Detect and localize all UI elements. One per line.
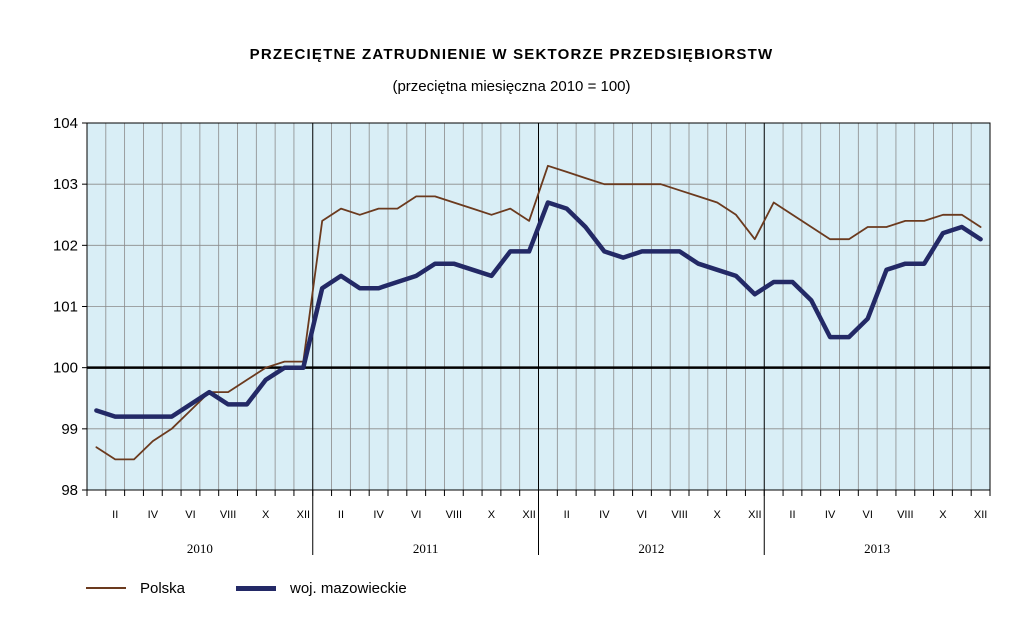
x-month-label: VIII	[446, 509, 463, 521]
series-line-mazowieckie	[94, 200, 983, 419]
x-month-label: XII	[522, 509, 535, 521]
y-tick-label: 98	[61, 482, 78, 499]
legend-swatch-polska	[86, 587, 126, 589]
x-month-label: VI	[863, 509, 873, 521]
y-tick-label: 101	[53, 299, 78, 316]
x-month-label: X	[488, 509, 496, 521]
x-month-label: X	[939, 509, 947, 521]
y-tick-label: 99	[61, 421, 78, 438]
x-month-label: XII	[297, 509, 310, 521]
chart-subtitle: (przeciętna miesięczna 2010 = 100)	[392, 78, 631, 95]
x-month-label: IV	[599, 509, 610, 521]
x-month-label: VIII	[671, 509, 688, 521]
x-month-label: IV	[825, 509, 836, 521]
legend-label-polska: Polska	[140, 579, 186, 597]
x-month-label: VIII	[220, 509, 237, 521]
x-month-label: IV	[148, 509, 159, 521]
y-tick-label: 103	[53, 176, 78, 193]
legend-item-polska: Polska	[86, 578, 185, 598]
legend-swatch-mazowieckie	[236, 585, 276, 591]
x-month-label: IV	[373, 509, 384, 521]
x-month-label: VI	[637, 509, 647, 521]
x-month-label: II	[789, 509, 795, 521]
x-month-label: X	[714, 509, 722, 521]
x-month-label: II	[112, 509, 118, 521]
y-tick-label: 102	[53, 237, 78, 254]
x-month-label: X	[262, 509, 270, 521]
x-year-label: 2012	[638, 541, 664, 556]
x-month-label: II	[338, 509, 344, 521]
y-tick-label: 104	[53, 115, 78, 132]
series-line-polska	[95, 164, 982, 461]
x-month-label: VI	[185, 509, 195, 521]
legend-label-mazowieckie: woj. mazowieckie	[290, 579, 407, 597]
x-month-label: II	[564, 509, 570, 521]
y-tick-label: 100	[53, 360, 78, 377]
x-month-label: VI	[411, 509, 421, 521]
x-month-label: XII	[748, 509, 761, 521]
x-year-label: 2013	[864, 541, 890, 556]
chart-title: PRZECIĘTNE ZATRUDNIENIE W SEKTORZE PRZED…	[249, 46, 774, 63]
x-year-label: 2011	[413, 541, 439, 556]
x-month-label: VIII	[897, 509, 914, 521]
legend-item-mazowieckie: woj. mazowieckie	[236, 578, 407, 598]
x-month-label: XII	[974, 509, 987, 521]
x-year-label: 2010	[187, 541, 213, 556]
